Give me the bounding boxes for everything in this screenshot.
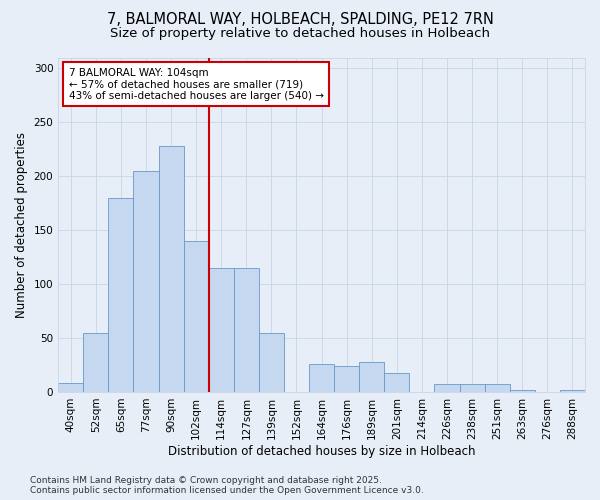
- Bar: [83, 332, 109, 392]
- Bar: [385, 372, 409, 392]
- Bar: [234, 268, 259, 392]
- Bar: [184, 241, 209, 392]
- Text: Size of property relative to detached houses in Holbeach: Size of property relative to detached ho…: [110, 28, 490, 40]
- Bar: [460, 384, 485, 392]
- Bar: [510, 390, 535, 392]
- Bar: [309, 364, 334, 392]
- X-axis label: Distribution of detached houses by size in Holbeach: Distribution of detached houses by size …: [168, 444, 475, 458]
- Bar: [58, 384, 83, 392]
- Bar: [334, 366, 359, 392]
- Bar: [359, 362, 385, 392]
- Bar: [209, 268, 234, 392]
- Bar: [434, 384, 460, 392]
- Y-axis label: Number of detached properties: Number of detached properties: [15, 132, 28, 318]
- Text: Contains HM Land Registry data © Crown copyright and database right 2025.
Contai: Contains HM Land Registry data © Crown c…: [30, 476, 424, 495]
- Bar: [560, 390, 585, 392]
- Bar: [133, 171, 158, 392]
- Text: 7, BALMORAL WAY, HOLBEACH, SPALDING, PE12 7RN: 7, BALMORAL WAY, HOLBEACH, SPALDING, PE1…: [107, 12, 493, 28]
- Text: 7 BALMORAL WAY: 104sqm
← 57% of detached houses are smaller (719)
43% of semi-de: 7 BALMORAL WAY: 104sqm ← 57% of detached…: [69, 68, 324, 100]
- Bar: [109, 198, 133, 392]
- Bar: [485, 384, 510, 392]
- Bar: [158, 146, 184, 392]
- Bar: [259, 332, 284, 392]
